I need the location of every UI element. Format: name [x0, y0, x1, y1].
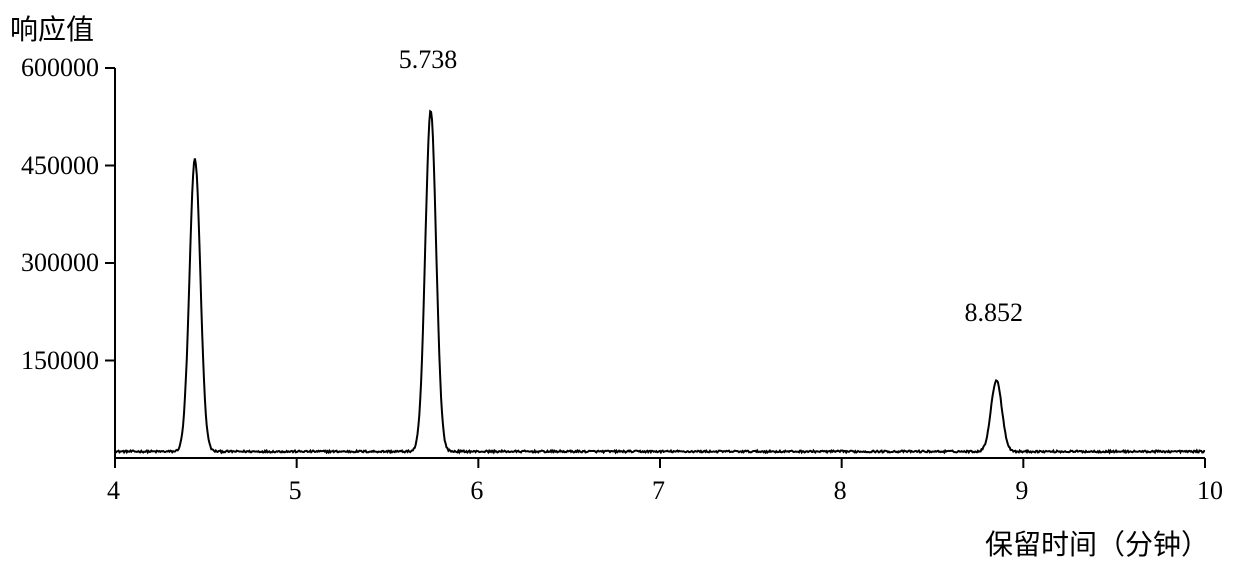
peak-label: 8.852 [964, 298, 1023, 328]
x-tick-label: 7 [652, 476, 665, 506]
x-tick-label: 5 [289, 476, 302, 506]
y-tick-label: 600000 [21, 53, 99, 83]
x-tick-label: 9 [1015, 476, 1028, 506]
x-tick-label: 6 [470, 476, 483, 506]
y-tick-label: 300000 [21, 248, 99, 278]
chart-svg [0, 0, 1239, 581]
chromatogram-chart: 响应值 保留时间（分钟） 150000300000450000600000456… [0, 0, 1239, 581]
x-tick-label: 10 [1197, 476, 1223, 506]
y-tick-label: 150000 [21, 346, 99, 376]
y-tick-label: 450000 [21, 151, 99, 181]
x-tick-label: 4 [107, 476, 120, 506]
peak-label: 5.738 [399, 45, 458, 75]
x-tick-label: 8 [834, 476, 847, 506]
